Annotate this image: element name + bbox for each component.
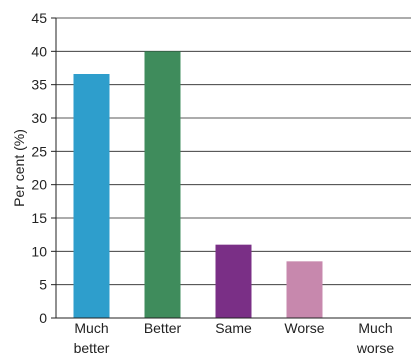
y-tick-label: 20 <box>31 177 47 193</box>
y-tick-label: 15 <box>31 210 47 226</box>
y-tick-label: 45 <box>31 10 47 26</box>
bar-much-better <box>73 74 110 318</box>
bar-same <box>215 244 252 318</box>
y-tick-label: 30 <box>31 110 47 126</box>
bar-worse <box>286 261 323 318</box>
axes <box>55 18 411 319</box>
bar-better <box>144 51 181 318</box>
x-categories: Much better Better Same Worse Much worse <box>74 320 395 356</box>
y-tick-label: 10 <box>31 243 47 259</box>
gridlines <box>56 17 411 286</box>
y-tick-label: 0 <box>39 310 47 326</box>
y-tick-label: 25 <box>31 143 47 159</box>
y-tick-label: 5 <box>39 277 47 293</box>
y-tick-label: 40 <box>31 43 47 59</box>
y-axis-label: Per cent (%) <box>11 129 27 207</box>
x-category-label: Same <box>215 320 252 336</box>
bars <box>73 51 323 318</box>
x-category-label: Much worse <box>356 320 395 356</box>
y-ticks: 0 5 10 15 20 25 30 35 40 45 <box>31 10 56 326</box>
x-category-label: Worse <box>284 320 324 336</box>
x-category-label: Better <box>144 320 182 336</box>
y-tick-label: 35 <box>31 77 47 93</box>
x-category-label: Much better <box>74 320 110 356</box>
